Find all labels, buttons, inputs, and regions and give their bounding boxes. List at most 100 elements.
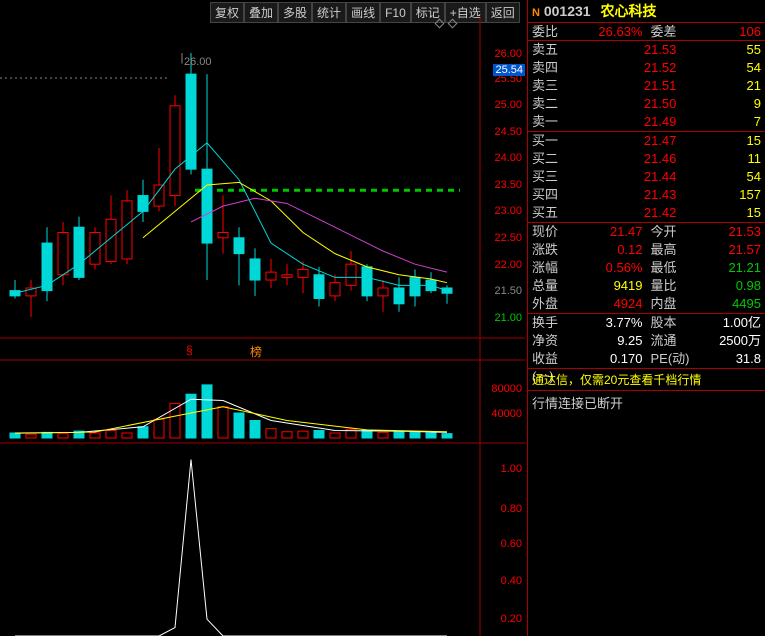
svg-text:0.80: 0.80 [501, 503, 522, 515]
quote-value: 4924 [567, 295, 651, 313]
bid-row: 买一 21.47 15 [528, 132, 765, 150]
svg-text:0.40: 0.40 [501, 575, 522, 587]
ask-vol: 9 [684, 95, 761, 113]
bid-price: 21.46 [567, 150, 684, 168]
fund-row: 换手 3.77% 股本 1.00亿 [528, 314, 765, 332]
svg-text:23.00: 23.00 [494, 205, 522, 217]
bid-label: 买一 [532, 132, 567, 150]
ask-row: 卖五 21.53 55 [528, 41, 765, 59]
ask-price: 21.49 [567, 113, 684, 131]
quote-label: 今开 [651, 223, 686, 241]
quote-label: 涨跌 [532, 241, 567, 259]
quote-row: 现价 21.47 今开 21.53 [528, 223, 765, 241]
weiBi-value: 26.63% [567, 23, 651, 40]
bid-price: 21.42 [567, 204, 684, 222]
svg-text:22.50: 22.50 [494, 232, 522, 244]
bid-label: 买二 [532, 150, 567, 168]
quote-value: 0.56% [567, 259, 651, 277]
ask-label: 卖四 [532, 59, 567, 77]
svg-text:26.00: 26.00 [494, 48, 522, 60]
quote-label: 总量 [532, 277, 567, 295]
kline-chart[interactable]: 26.0025.5025.0024.5024.0023.5023.0022.50… [0, 18, 525, 636]
quote-label: 涨幅 [532, 259, 567, 277]
bid-vol: 15 [684, 204, 761, 222]
status-message: 行情连接已断开 [528, 391, 765, 414]
ask-vol: 55 [684, 41, 761, 59]
bid-vol: 157 [684, 186, 761, 204]
ask-label: 卖三 [532, 77, 567, 95]
quote-row: 总量 9419 量比 0.98 [528, 277, 765, 295]
ask-vol: 21 [684, 77, 761, 95]
quote-value: 9.25 [567, 332, 651, 350]
bid-vol: 15 [684, 132, 761, 150]
ask-vol: 54 [684, 59, 761, 77]
price-annotation: 26.00 [184, 56, 212, 68]
svg-text:25.00: 25.00 [494, 99, 522, 111]
bid-row: 买二 21.46 11 [528, 150, 765, 168]
commission-row: 委比 26.63% 委差 106 [528, 23, 765, 41]
ask-price: 21.52 [567, 59, 684, 77]
fund-row: 净资 9.25 流通 2500万 [528, 332, 765, 350]
quote-label: 量比 [651, 277, 686, 295]
info-marker: 榜 [250, 343, 262, 360]
quote-value: 1.00亿 [686, 314, 762, 332]
quote-value: 21.47 [567, 223, 651, 241]
stock-code[interactable]: 001231 [544, 3, 591, 19]
svg-text:22.00: 22.00 [494, 259, 522, 271]
ask-price: 21.50 [567, 95, 684, 113]
svg-text:80000: 80000 [491, 383, 522, 395]
bid-label: 买四 [532, 186, 567, 204]
chart-area: 26.0025.5025.0024.5024.0023.5023.0022.50… [0, 18, 525, 636]
stock-prefix: N [532, 7, 540, 19]
sell-marker: § [186, 343, 193, 357]
ask-label: 卖五 [532, 41, 567, 59]
quote-value: 0.12 [567, 241, 651, 259]
svg-text:21.50: 21.50 [494, 285, 522, 297]
quote-label: PE(动) [651, 350, 686, 368]
svg-text:1.00: 1.00 [501, 463, 522, 475]
ask-vol: 7 [684, 113, 761, 131]
quote-row: 涨跌 0.12 最高 21.57 [528, 241, 765, 259]
bid-price: 21.44 [567, 168, 684, 186]
quote-value: 9419 [567, 277, 651, 295]
quote-value: 31.8 [686, 350, 762, 368]
bid-row: 买四 21.43 157 [528, 186, 765, 204]
bid-row: 买三 21.44 54 [528, 168, 765, 186]
quote-label: 最高 [651, 241, 686, 259]
quote-value: 0.170 [567, 350, 651, 368]
ask-row: 卖四 21.52 54 [528, 59, 765, 77]
bid-vol: 54 [684, 168, 761, 186]
svg-text:24.50: 24.50 [494, 126, 522, 138]
weiCha-label: 委差 [651, 23, 686, 40]
ask-label: 卖一 [532, 113, 567, 131]
svg-text:40000: 40000 [491, 408, 522, 420]
svg-text:21.00: 21.00 [494, 312, 522, 324]
svg-text:24.00: 24.00 [494, 152, 522, 164]
quote-row: 涨幅 0.56% 最低 21.21 [528, 259, 765, 277]
quote-panel: N 001231 农心科技 委比 26.63% 委差 106 卖五 21.53 … [527, 0, 765, 636]
svg-text:23.50: 23.50 [494, 179, 522, 191]
bid-label: 买五 [532, 204, 567, 222]
fund-row: 收益(一) 0.170 PE(动) 31.8 [528, 350, 765, 368]
svg-text:0.20: 0.20 [501, 613, 522, 625]
quote-label: 净资 [532, 332, 567, 350]
quote-label: 外盘 [532, 295, 567, 313]
bid-row: 买五 21.42 15 [528, 204, 765, 222]
bid-price: 21.43 [567, 186, 684, 204]
current-price-box: 25.54 [493, 64, 525, 76]
bid-price: 21.47 [567, 132, 684, 150]
quote-label: 股本 [651, 314, 686, 332]
quote-value: 3.77% [567, 314, 651, 332]
quote-label: 最低 [651, 259, 686, 277]
quote-label: 收益(一) [532, 350, 567, 368]
bid-label: 买三 [532, 168, 567, 186]
stock-header: N 001231 农心科技 [528, 0, 765, 23]
quote-label: 换手 [532, 314, 567, 332]
promo-message[interactable]: 通达信，仅需20元查看千档行情 [528, 369, 765, 390]
bid-vol: 11 [684, 150, 761, 168]
weiBi-label: 委比 [532, 23, 567, 40]
stock-name: 农心科技 [600, 3, 656, 19]
quote-value: 0.98 [686, 277, 762, 295]
ask-row: 卖三 21.51 21 [528, 77, 765, 95]
ask-label: 卖二 [532, 95, 567, 113]
